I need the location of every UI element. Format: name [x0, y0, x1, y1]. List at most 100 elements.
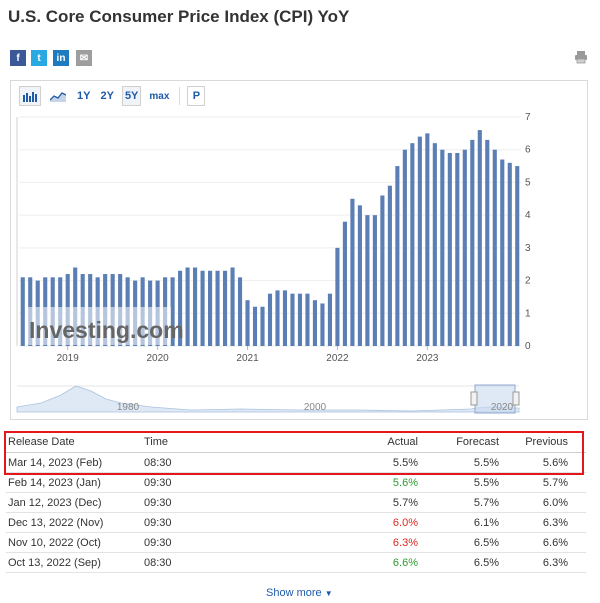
bar[interactable] [230, 267, 235, 346]
header-time[interactable]: Time [144, 436, 169, 448]
cell-actual: 5.6% [392, 476, 418, 489]
cell-time: 09:30 [144, 516, 172, 529]
bar[interactable] [275, 290, 280, 346]
bar[interactable] [200, 270, 205, 346]
bar[interactable] [20, 277, 25, 346]
y-tick-label: 4 [525, 210, 531, 221]
bar[interactable] [462, 149, 467, 346]
bar[interactable] [282, 290, 288, 346]
cell-date: Mar 14, 2023 (Feb) [8, 456, 103, 469]
bar[interactable] [260, 306, 265, 346]
cell-time: 09:30 [144, 496, 172, 509]
range-5y-button[interactable]: 5Y [121, 86, 142, 106]
bar[interactable] [492, 149, 497, 346]
bar[interactable] [267, 293, 273, 346]
header-actual[interactable]: Actual [387, 436, 418, 448]
print-icon[interactable] [574, 50, 588, 64]
bar-chart-icon [23, 91, 37, 102]
bar[interactable] [515, 166, 520, 346]
bar[interactable] [477, 130, 482, 346]
area-chart-button[interactable] [47, 86, 69, 106]
twitter-share-button[interactable]: t [31, 50, 47, 66]
x-tick-label: 2020 [146, 353, 169, 364]
bar[interactable] [485, 139, 490, 346]
bar[interactable] [365, 215, 370, 346]
linkedin-share-button[interactable]: in [53, 50, 69, 66]
bar[interactable] [73, 267, 78, 346]
cell-previous: 5.7% [542, 476, 568, 489]
bar[interactable] [387, 185, 392, 346]
y-tick-label: 5 [525, 177, 531, 188]
bar[interactable] [335, 247, 340, 346]
x-tick-label: 2023 [416, 353, 439, 364]
bar[interactable] [237, 277, 243, 346]
bar[interactable] [380, 195, 385, 346]
chevron-down-icon: ▼ [324, 589, 333, 598]
chart-container: 1Y 2Y 5Y max P 0 1 2 3 4 5 6 7 2019 2020 2021 2022… [10, 80, 588, 420]
cell-actual: 5.7% [392, 496, 418, 509]
events-table: Release Date Time Actual Forecast Previo… [6, 432, 586, 573]
bar[interactable] [402, 149, 407, 346]
cell-forecast: 6.5% [473, 536, 499, 549]
bar[interactable] [507, 162, 512, 346]
page-title: U.S. Core Consumer Price Index (CPI) YoY [8, 7, 350, 26]
bar-chart: 0 1 2 3 4 5 6 7 2019 2020 2021 2022 2023 Investing.… [16, 112, 531, 414]
facebook-share-button[interactable]: f [10, 50, 26, 66]
chart-navigator[interactable]: 1980 2000 2020 [16, 384, 520, 414]
toolbar-divider [179, 87, 181, 105]
range-max-button[interactable]: max [149, 90, 170, 102]
navigator-tick-1980: 1980 [117, 402, 140, 413]
navigator-handle-right [512, 391, 520, 406]
range-2y-button[interactable]: 2Y [100, 90, 114, 102]
bar[interactable] [425, 133, 430, 346]
bar[interactable] [215, 270, 220, 346]
y-tick-label: 0 [525, 341, 531, 352]
bar[interactable] [170, 277, 175, 346]
header-previous[interactable]: Previous [525, 436, 568, 448]
bar[interactable] [252, 306, 258, 346]
x-tick-label: 2019 [57, 353, 80, 364]
cell-date: Nov 10, 2022 (Oct) [8, 536, 101, 549]
bar[interactable] [432, 143, 437, 346]
x-tick-label: 2022 [326, 353, 349, 364]
range-1y-button[interactable]: 1Y [77, 90, 91, 102]
bar[interactable] [185, 267, 190, 346]
bar[interactable] [350, 198, 355, 346]
bar[interactable] [470, 139, 475, 346]
email-share-button[interactable]: ✉ [76, 50, 92, 66]
cell-previous: 6.3% [542, 556, 568, 569]
navigator-area [16, 385, 520, 413]
p-button[interactable]: P [187, 86, 206, 106]
bar[interactable] [500, 159, 505, 346]
bar[interactable] [245, 300, 250, 346]
bar[interactable] [222, 270, 228, 346]
header-release-date[interactable]: Release Date [8, 436, 75, 448]
bar[interactable] [372, 215, 377, 346]
bar[interactable] [447, 152, 452, 346]
bar[interactable] [312, 300, 318, 346]
show-more-link[interactable]: Show more ▼ [266, 587, 333, 599]
bar[interactable] [410, 143, 415, 346]
bar[interactable] [417, 136, 422, 346]
bar[interactable] [178, 270, 183, 346]
bar-chart-button[interactable] [19, 86, 41, 106]
cell-date: Oct 13, 2022 (Sep) [8, 556, 101, 569]
cell-actual: 6.0% [392, 516, 418, 529]
bar[interactable] [455, 152, 460, 346]
bar[interactable] [342, 221, 347, 346]
cell-actual: 6.6% [392, 556, 418, 569]
table-row: Oct 13, 2022 (Sep) 08:30 6.6% 6.5% 6.3% [6, 553, 586, 573]
bar[interactable] [320, 303, 325, 346]
bar[interactable] [440, 149, 445, 346]
navigator-window [474, 384, 516, 414]
bar[interactable] [305, 293, 310, 346]
bar[interactable] [290, 293, 295, 346]
bar[interactable] [357, 205, 362, 346]
bar[interactable] [297, 293, 303, 346]
header-forecast[interactable]: Forecast [456, 436, 499, 448]
cell-forecast: 5.5% [473, 476, 499, 489]
bar[interactable] [193, 267, 198, 346]
bar[interactable] [395, 166, 400, 346]
bar[interactable] [327, 293, 332, 346]
bar[interactable] [208, 270, 213, 346]
